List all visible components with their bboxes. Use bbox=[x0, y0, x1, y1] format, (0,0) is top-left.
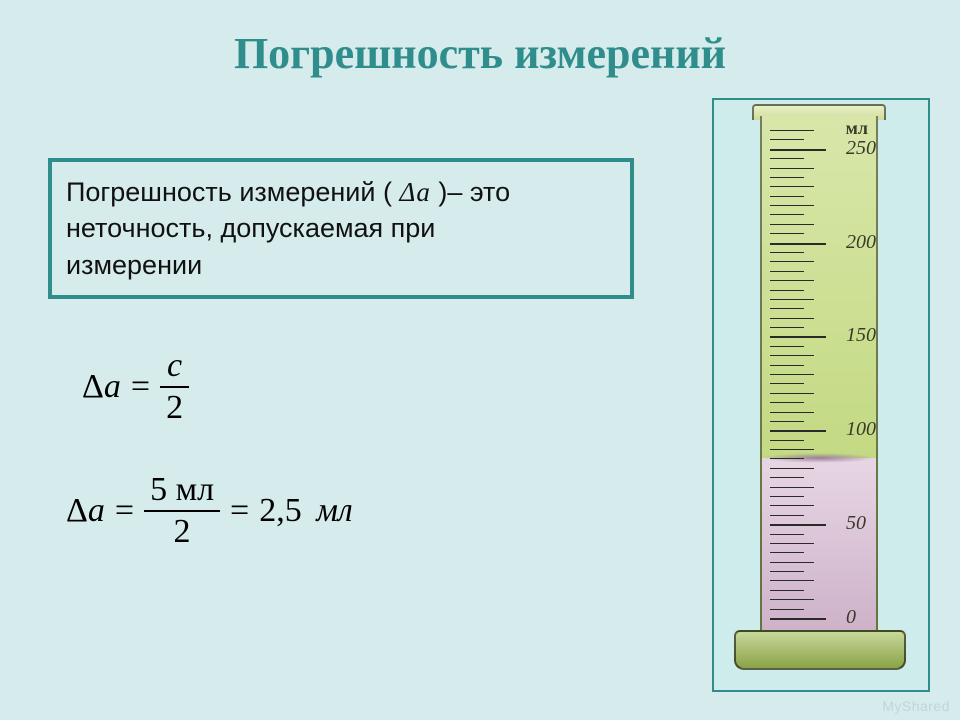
scale-label: 0 bbox=[846, 606, 856, 629]
scale-tick bbox=[770, 496, 804, 497]
scale-label: 100 bbox=[846, 418, 876, 441]
scale-tick bbox=[770, 355, 814, 356]
scale-tick bbox=[770, 505, 814, 506]
equals-sign: = bbox=[230, 492, 249, 530]
slide: Погрешность измерений Погрешность измере… bbox=[0, 0, 960, 720]
scale-tick bbox=[770, 543, 814, 544]
scale-tick bbox=[770, 618, 826, 620]
scale-tick bbox=[770, 552, 804, 553]
scale-tick bbox=[770, 458, 804, 459]
scale-tick bbox=[770, 149, 826, 151]
equals-sign: = bbox=[131, 368, 150, 406]
scale-tick bbox=[770, 412, 814, 413]
scale-tick bbox=[770, 336, 826, 338]
scale-tick bbox=[770, 421, 804, 422]
delta-symbol: Δ bbox=[66, 492, 88, 529]
scale-tick bbox=[770, 346, 804, 347]
scale-label: 250 bbox=[846, 137, 876, 160]
scale-tick bbox=[770, 214, 804, 215]
scale-tick bbox=[770, 562, 814, 563]
fraction-denominator: 2 bbox=[168, 512, 197, 550]
page-title: Погрешность измерений bbox=[0, 28, 960, 79]
definition-text: Погрешность измерений ( bbox=[66, 177, 399, 207]
scale-tick bbox=[770, 524, 826, 526]
scale-tick bbox=[770, 243, 826, 245]
scale-label: 150 bbox=[846, 324, 876, 347]
scale-tick bbox=[770, 233, 804, 234]
scale-tick bbox=[770, 308, 804, 309]
result-unit: мл bbox=[316, 492, 353, 529]
scale-tick bbox=[770, 609, 804, 610]
scale-tick bbox=[770, 571, 804, 572]
scale-tick bbox=[770, 196, 804, 197]
graduated-cylinder: 050100150200250 мл bbox=[712, 98, 930, 692]
equals-sign: = bbox=[115, 492, 134, 530]
formula-general: Δa = c 2 bbox=[82, 348, 189, 425]
delta-symbol: Δ bbox=[82, 368, 104, 405]
fraction-denominator: 2 bbox=[160, 388, 189, 426]
scale-tick bbox=[770, 327, 804, 328]
scale-tick bbox=[770, 580, 814, 581]
scale-tick bbox=[770, 515, 804, 516]
scale-tick bbox=[770, 449, 814, 450]
scale-tick bbox=[770, 402, 804, 403]
fraction-numerator: c bbox=[161, 348, 188, 386]
variable-a: a bbox=[104, 368, 121, 405]
numerator-value: 5 мл bbox=[150, 471, 214, 508]
scale-tick bbox=[770, 290, 804, 291]
scale-tick bbox=[770, 590, 804, 591]
scale-label: 50 bbox=[846, 512, 866, 535]
scale-tick bbox=[770, 393, 814, 394]
definition-line-2: неточность, допускаемая при bbox=[66, 210, 616, 246]
cylinder-base bbox=[734, 630, 906, 670]
scale-tick bbox=[770, 280, 814, 281]
result-value: 2,5 bbox=[259, 492, 302, 529]
scale-tick bbox=[770, 440, 804, 441]
scale-tick bbox=[770, 168, 814, 169]
scale-tick bbox=[770, 139, 804, 140]
formula-lhs: Δa bbox=[82, 368, 121, 406]
formula-numeric: Δa = 5 мл 2 = 2,5 мл bbox=[66, 472, 353, 549]
scale-tick bbox=[770, 299, 814, 300]
formula-rhs: 2,5 мл bbox=[259, 492, 353, 530]
scale-tick bbox=[770, 365, 804, 366]
scale-tick bbox=[770, 318, 814, 319]
fraction: 5 мл 2 bbox=[144, 472, 220, 549]
scale-tick bbox=[770, 158, 804, 159]
fraction-numerator: 5 мл bbox=[144, 472, 220, 510]
scale-tick bbox=[770, 177, 804, 178]
scale-tick bbox=[770, 477, 804, 478]
scale-tick bbox=[770, 468, 814, 469]
fraction: c 2 bbox=[160, 348, 189, 425]
scale-tick bbox=[770, 224, 814, 225]
scale-tick bbox=[770, 261, 814, 262]
watermark: MyShared bbox=[882, 698, 950, 714]
scale-tick bbox=[770, 534, 804, 535]
scale-tick bbox=[770, 271, 804, 272]
cylinder-body: 050100150200250 мл bbox=[760, 116, 878, 636]
scale-label: 200 bbox=[846, 231, 876, 254]
definition-text: )– это bbox=[431, 177, 510, 207]
scale-tick bbox=[770, 430, 826, 432]
definition-line-3: измерении bbox=[66, 247, 616, 283]
scale-tick bbox=[770, 383, 804, 384]
definition-line-1: Погрешность измерений ( Δa )– это bbox=[66, 174, 616, 210]
cylinder-unit-label: мл bbox=[846, 118, 868, 139]
scale-tick bbox=[770, 374, 814, 375]
definition-box: Погрешность измерений ( Δa )– это неточн… bbox=[48, 158, 634, 299]
scale-tick bbox=[770, 252, 804, 253]
variable-a: a bbox=[88, 492, 105, 529]
scale-tick bbox=[770, 487, 814, 488]
formula-lhs: Δa bbox=[66, 492, 105, 530]
scale-tick bbox=[770, 130, 814, 131]
cylinder-scale: 050100150200250 bbox=[770, 130, 836, 618]
scale-tick bbox=[770, 205, 814, 206]
scale-tick bbox=[770, 599, 814, 600]
delta-a-symbol: Δa bbox=[399, 177, 430, 207]
scale-tick bbox=[770, 186, 814, 187]
